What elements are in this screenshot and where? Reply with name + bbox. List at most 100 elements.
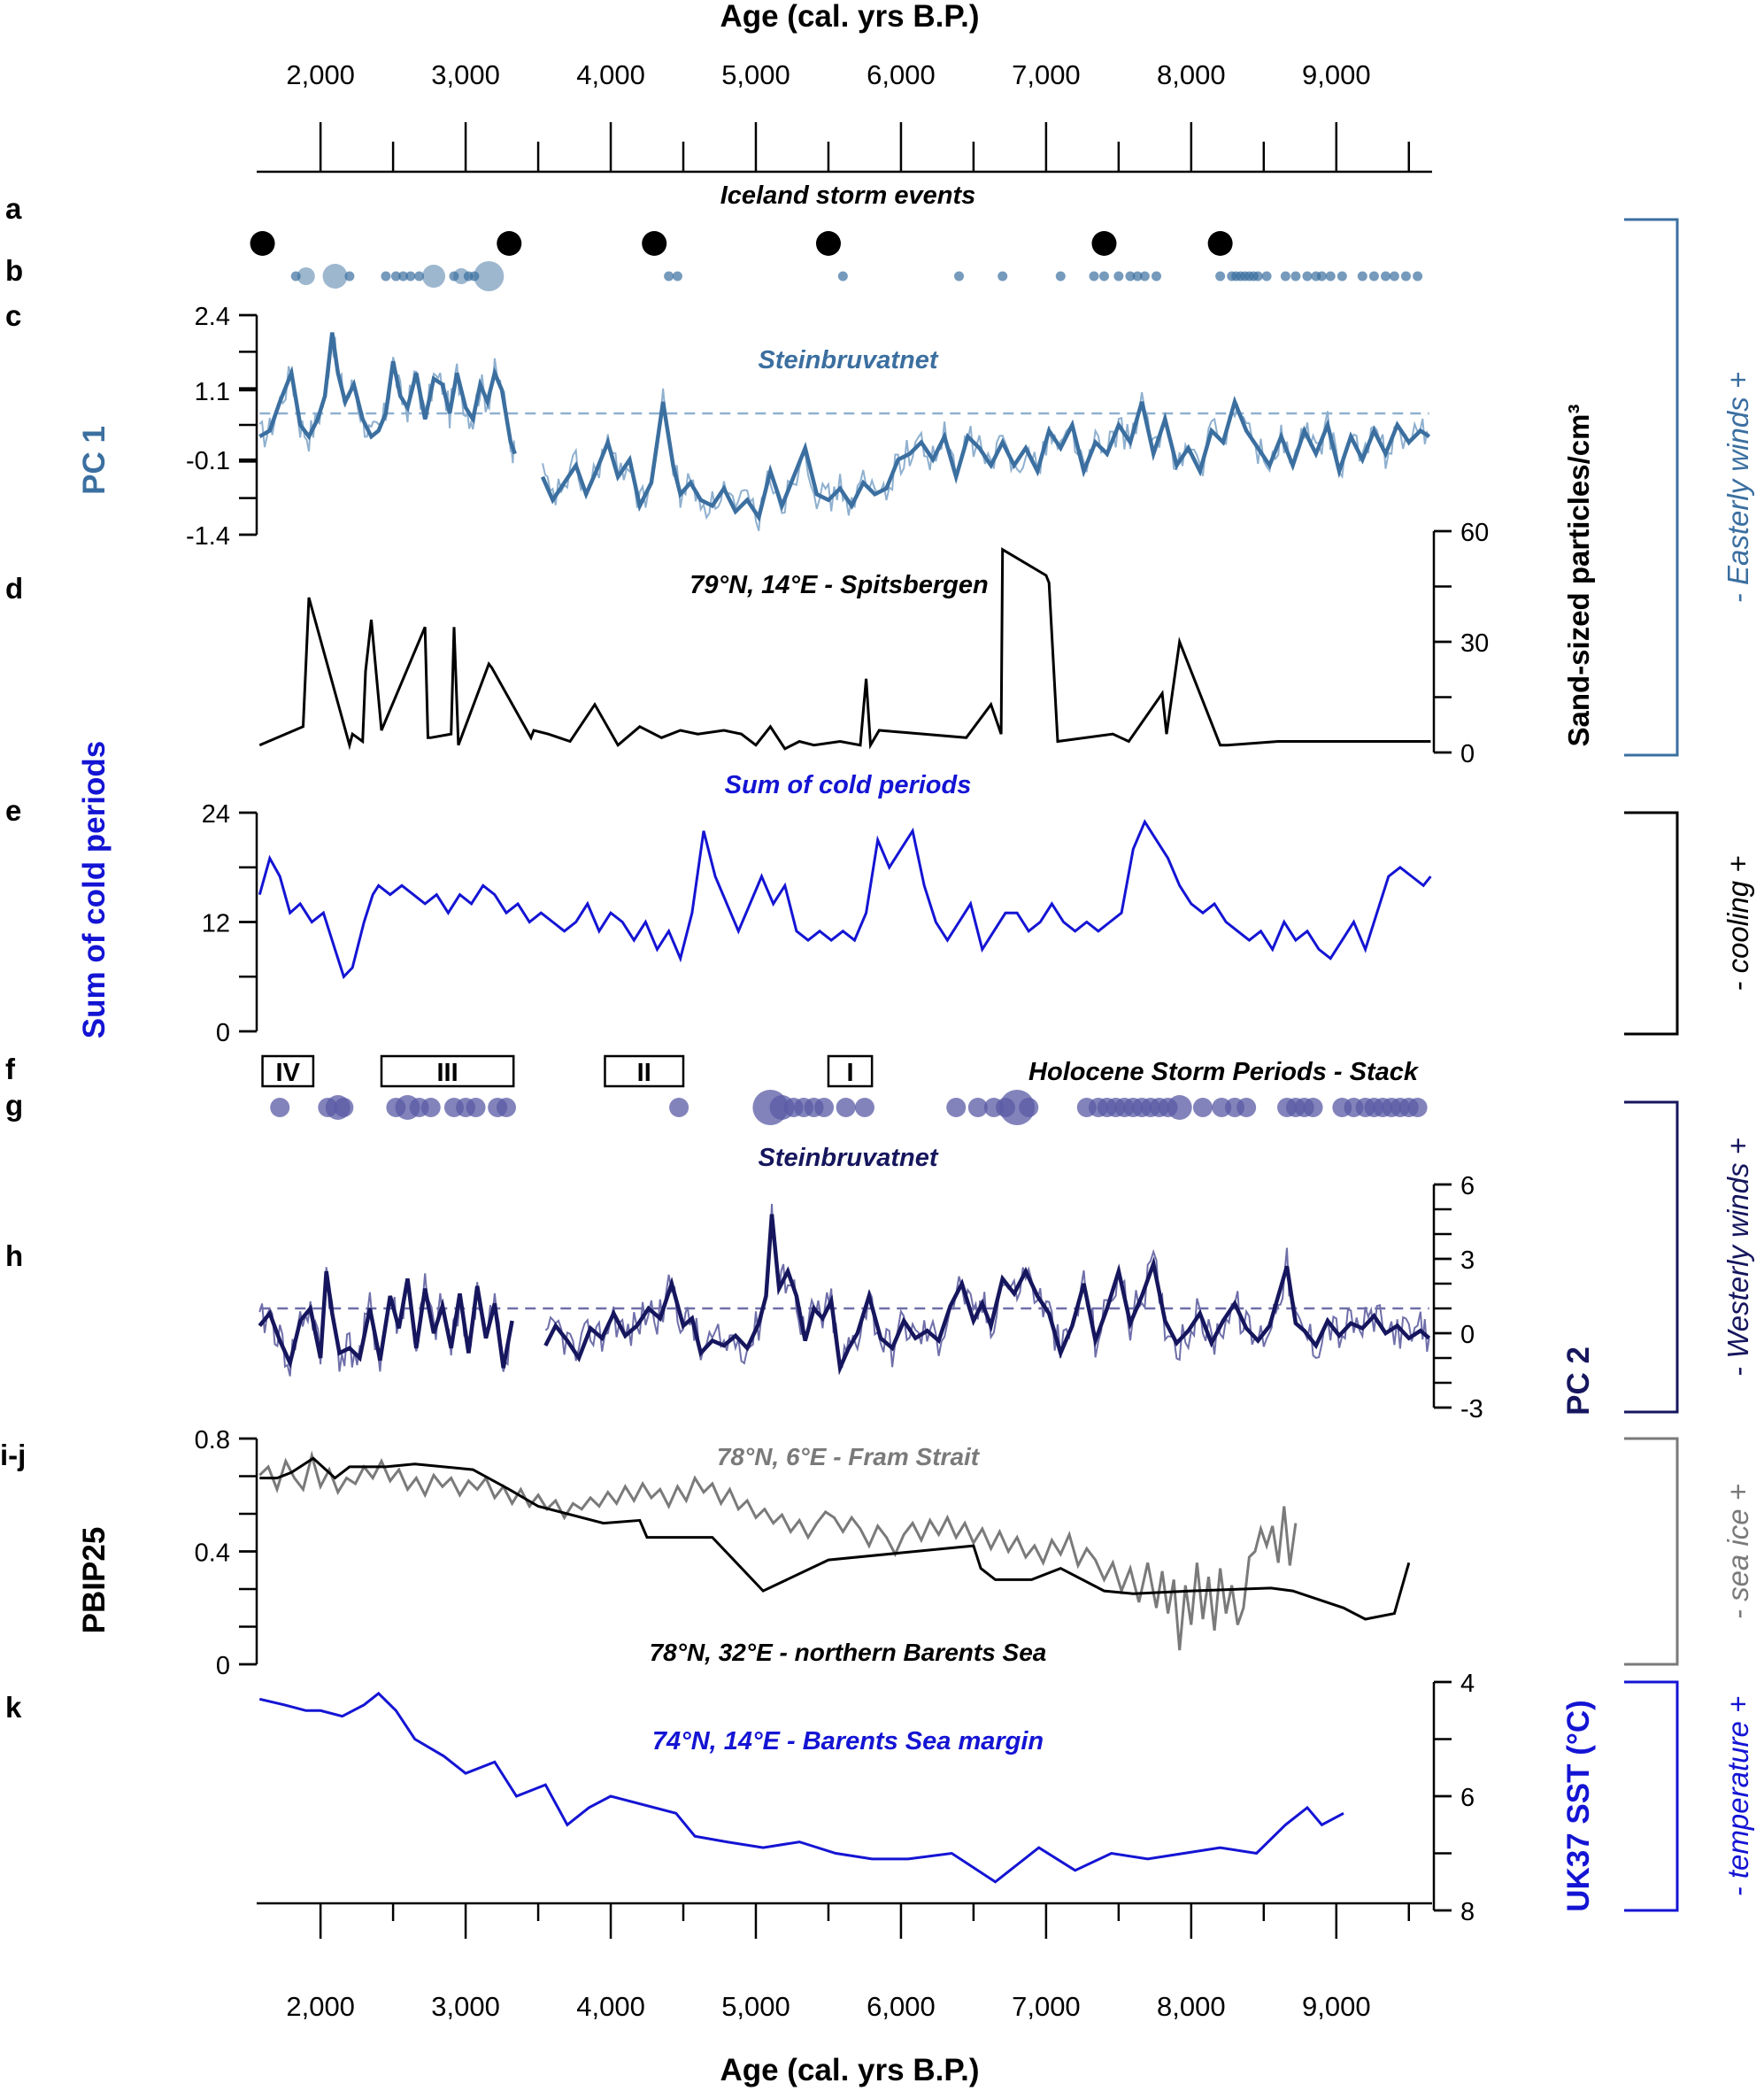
storm-bubble-g — [1192, 1098, 1213, 1117]
storm-period-box — [380, 1054, 515, 1088]
storm-bubble-b — [1113, 271, 1124, 282]
panel-letter-e: e — [5, 794, 21, 827]
panel-e-title: Sum of cold periods — [725, 771, 972, 799]
bottom-axis-tick-label: 3,000 — [431, 1991, 500, 2022]
pc2-raw-line — [544, 1203, 1430, 1369]
storm-bubble-g — [946, 1098, 967, 1117]
top-x-axis: 2,000 3,000 4,000 5,000 6,000 7,000 8,000 9,000 — [257, 59, 1432, 174]
cold-periods-axis-tick-label: 0 — [216, 1019, 230, 1047]
pc2-smoothed-line — [258, 1270, 514, 1370]
bottom-axis-tick-label: 5,000 — [721, 1991, 790, 2022]
storm-bubble-b — [1089, 271, 1099, 282]
storm-bubble-g — [466, 1098, 486, 1117]
storm-bubble-b — [1125, 271, 1136, 282]
panel-letter-d: d — [5, 572, 23, 605]
panel-letter-ij: i-j — [0, 1439, 26, 1471]
panel-k-sst-series: 4 6 8 — [258, 1670, 1475, 1926]
storm-bubble-g — [496, 1098, 516, 1117]
sand-axis-tick-label: 0 — [1460, 740, 1475, 768]
storm-period-label: IV — [276, 1059, 301, 1087]
storm-bubble-g — [1407, 1098, 1428, 1117]
pc2-axis-tick-label: 0 — [1460, 1321, 1475, 1349]
pbip25-axis-tick-label: 0.4 — [195, 1539, 230, 1568]
bottom-axis-tick-label: 8,000 — [1157, 1991, 1226, 2022]
panel-h-title: Steinbruvatnet — [758, 1144, 938, 1172]
storm-period-label: III — [437, 1059, 458, 1087]
bottom-x-axis-label: Age (cal. yrs B.P.) — [720, 2053, 979, 2087]
storm-bubble-b — [1389, 271, 1399, 282]
panel-g-storm-bubbles — [270, 1090, 1428, 1125]
panel-f-storm-periods: IV III II I — [261, 1054, 874, 1088]
sst-axis-tick-label: 6 — [1460, 1784, 1475, 1812]
panel-a-title: Iceland storm events — [720, 181, 976, 210]
pc2-smoothed-line — [543, 1214, 1431, 1376]
panel-d-title: 79°N, 14°E - Spitsbergen — [689, 571, 988, 599]
storm-bubble-b — [422, 265, 446, 288]
storm-bubble-b — [1290, 271, 1301, 282]
iceland-storm-event-dot — [1091, 231, 1117, 256]
storm-bubble-b — [1252, 271, 1263, 282]
storm-bubble-g — [854, 1098, 874, 1117]
storm-bubble-g — [836, 1098, 856, 1117]
panel-c-title: Steinbruvatnet — [758, 346, 938, 374]
storm-bubble-b — [1357, 271, 1367, 282]
top-axis-tick-label: 3,000 — [431, 59, 500, 90]
iceland-storm-event-dot — [642, 231, 667, 256]
panel-letter-f: f — [5, 1053, 16, 1085]
storm-bubble-g — [420, 1098, 441, 1117]
bracket-label: - cooling + — [1722, 855, 1754, 991]
sst-axis-title: UK37 SST (°C) — [1561, 1700, 1596, 1912]
bottom-axis-tick-label: 4,000 — [576, 1991, 645, 2022]
storm-bubble-b — [1336, 271, 1347, 282]
pbip25-axis-title: PBIP25 — [77, 1527, 112, 1634]
spitsbergen-line — [258, 547, 1431, 751]
storm-bubble-b — [664, 271, 674, 282]
storm-bubble-b — [1151, 271, 1161, 282]
panel-letter-g: g — [5, 1089, 23, 1122]
top-axis-tick-label: 5,000 — [721, 59, 790, 90]
bracket-sea-ice — [1624, 1437, 1679, 1666]
storm-period-box — [604, 1054, 685, 1088]
sand-axis-tick-label: 30 — [1460, 629, 1489, 658]
bottom-axis-tick-label: 2,000 — [286, 1991, 355, 2022]
panel-letter-h: h — [5, 1239, 23, 1272]
bracket-label: - temperature + — [1722, 1696, 1754, 1897]
storm-bubble-b — [1368, 271, 1379, 282]
pc2-axis-tick-label: 3 — [1460, 1246, 1475, 1275]
panel-c-pc1-series: 2.4 1.1 -0.1 -1.4 — [186, 303, 1430, 551]
sst-axis-tick-label: 8 — [1460, 1898, 1475, 1926]
iceland-storm-event-dot — [250, 231, 275, 256]
storm-bubble-b — [453, 268, 470, 284]
iceland-storm-event-dot — [815, 231, 841, 256]
pc1-axis-tick-label: 2.4 — [195, 303, 230, 331]
storm-period-label: I — [847, 1059, 854, 1087]
storm-bubble-g — [1019, 1098, 1039, 1117]
panel-letter-b: b — [5, 254, 23, 287]
panel-letters: a b c d e f g h i-j k — [0, 192, 26, 1724]
storm-bubble-g — [669, 1098, 689, 1117]
storm-bubble-b — [344, 271, 355, 282]
storm-bubble-b — [474, 261, 505, 291]
barents-sea-label: 78°N, 32°E - northern Barents Sea — [650, 1639, 1047, 1666]
pc1-smoothed-line — [258, 332, 517, 455]
storm-bubble-g — [967, 1098, 988, 1117]
storm-bubble-b — [1132, 271, 1143, 282]
storm-bubble-b — [1215, 271, 1226, 282]
storm-bubble-g — [1236, 1098, 1257, 1117]
storm-bubble-b — [297, 267, 315, 285]
sst-line — [258, 1691, 1344, 1884]
bracket-cooling — [1624, 811, 1679, 1036]
bottom-axis-tick-label: 6,000 — [867, 1991, 936, 2022]
storm-period-box — [261, 1054, 315, 1088]
panel-b-storm-bubbles — [290, 261, 1423, 291]
storm-bubble-b — [1139, 271, 1150, 282]
storm-bubble-b — [954, 271, 965, 282]
barents-sea-line — [259, 1456, 1411, 1621]
panel-letter-k: k — [5, 1691, 22, 1724]
storm-bubble-b — [1325, 271, 1336, 282]
panel-letter-a: a — [5, 192, 22, 225]
storm-bubble-b — [1316, 271, 1327, 282]
bracket-label: - sea ice + — [1722, 1484, 1754, 1619]
top-axis-tick-label: 7,000 — [1012, 59, 1081, 90]
